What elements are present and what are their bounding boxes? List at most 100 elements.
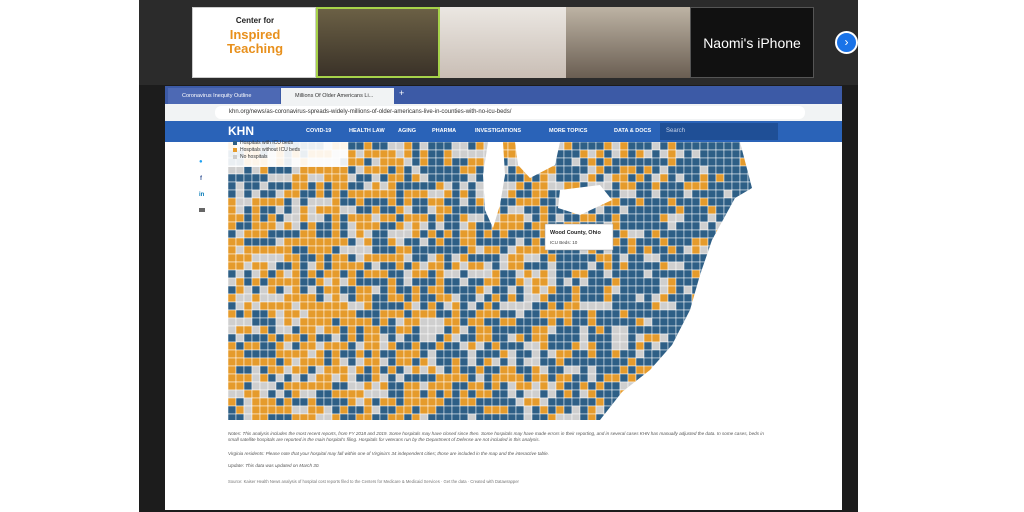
county (563, 397, 573, 407)
county (483, 237, 493, 247)
county (299, 397, 309, 407)
county (603, 181, 613, 191)
county (691, 165, 701, 175)
county (451, 413, 461, 420)
county (731, 373, 741, 383)
share-icon[interactable] (199, 208, 205, 212)
county (331, 189, 341, 199)
county (435, 173, 445, 183)
county (507, 309, 517, 319)
county (747, 173, 752, 183)
county (627, 173, 637, 183)
nav-item[interactable]: INVESTIGATIONS (475, 128, 522, 134)
county (555, 253, 565, 263)
site-logo[interactable]: KHN (228, 124, 254, 138)
county (467, 373, 477, 383)
county (443, 373, 453, 383)
county (731, 149, 741, 159)
county (307, 341, 317, 351)
next-button[interactable]: › (835, 31, 858, 54)
county (699, 413, 709, 420)
county (539, 405, 549, 415)
county (707, 341, 717, 351)
county (747, 157, 752, 167)
county (467, 293, 477, 303)
county (483, 229, 493, 239)
nav-item[interactable]: PHARMA (432, 128, 457, 134)
county (635, 269, 645, 279)
county (323, 221, 333, 231)
county (595, 253, 605, 263)
county (635, 197, 645, 207)
county (739, 173, 749, 183)
county (667, 317, 677, 327)
county (691, 389, 701, 399)
county (243, 205, 253, 215)
county (707, 173, 717, 183)
county (707, 373, 717, 383)
tab[interactable]: Millions Of Older Americans Li... (281, 88, 394, 104)
county (419, 269, 429, 279)
county (571, 365, 581, 375)
county (675, 365, 685, 375)
county (355, 365, 365, 375)
county (515, 173, 525, 183)
nav-item[interactable]: COVID-19 (306, 128, 332, 134)
county (467, 245, 477, 255)
share-icon[interactable]: in (199, 192, 205, 198)
county (291, 261, 301, 271)
county (659, 165, 669, 175)
county (659, 405, 669, 415)
county (715, 157, 725, 167)
county (659, 325, 669, 335)
county (387, 229, 397, 239)
county (443, 301, 453, 311)
county (283, 301, 293, 311)
nav-item[interactable]: MORE TOPICS (549, 128, 588, 134)
county (379, 333, 389, 343)
county (435, 357, 445, 367)
county (347, 261, 357, 271)
share-icon[interactable]: ● (199, 159, 203, 165)
county (419, 349, 429, 359)
county (739, 189, 749, 199)
county (467, 173, 477, 183)
county (579, 157, 589, 167)
county (587, 317, 597, 327)
search-box[interactable]: Search (660, 123, 778, 140)
county (451, 269, 461, 279)
county (379, 213, 389, 223)
county (419, 365, 429, 375)
county (547, 317, 557, 327)
county (235, 173, 245, 183)
county (363, 333, 373, 343)
county (667, 413, 677, 420)
county (683, 213, 693, 223)
county (235, 389, 245, 399)
county (323, 253, 333, 263)
county (347, 357, 357, 367)
county (291, 229, 301, 239)
county (723, 357, 733, 367)
nav-item[interactable]: AGING (398, 128, 417, 134)
county (235, 309, 245, 319)
county (691, 229, 701, 239)
county (635, 237, 645, 247)
county (507, 213, 517, 223)
county (228, 301, 237, 311)
url-field[interactable]: khn.org/news/as-coronavirus-spreads-wide… (215, 106, 805, 119)
county (411, 333, 421, 343)
county (387, 221, 397, 231)
tab[interactable]: Coronavirus Inequity Outline (168, 88, 280, 104)
county (691, 333, 701, 343)
nav-item[interactable]: DATA & DOCS (614, 128, 652, 134)
nav-item[interactable]: HEALTH LAW (349, 128, 385, 134)
county (427, 293, 437, 303)
county (723, 181, 733, 191)
county (603, 365, 613, 375)
new-tab[interactable]: + (399, 88, 405, 98)
county (643, 149, 653, 159)
county (427, 229, 437, 239)
share-icon[interactable]: f (200, 176, 202, 182)
county (387, 325, 397, 335)
